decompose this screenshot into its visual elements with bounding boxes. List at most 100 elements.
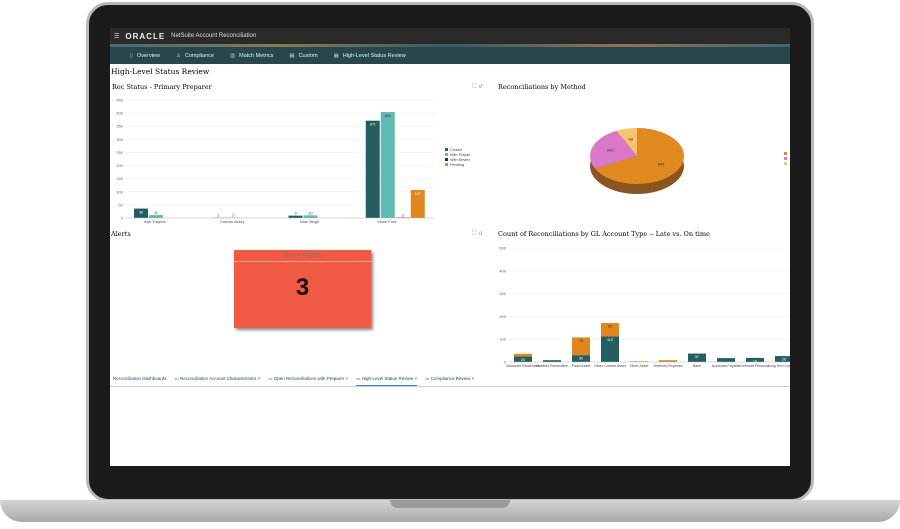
bar [365,120,380,218]
nav-high-level[interactable]: ▦ High-Level Status Review [333,52,406,59]
y-tick-label: 450 [116,98,123,103]
x-tick-label: Ann Traynor [144,219,166,224]
y-tick-label: 300 [499,291,506,296]
y-tick-label: 350 [116,124,123,129]
bar [149,215,163,218]
y-tick-label: 150 [116,176,123,181]
y-tick-label: 200 [116,163,123,168]
laptop-notch [390,500,510,508]
nav-match-metrics[interactable]: ▥ Match Metrics [229,52,274,59]
nav-overview[interactable]: ▯ Overview [130,52,160,59]
data-label: 36 [139,211,143,215]
bar [288,215,303,218]
y-tick-label: 400 [499,268,506,273]
data-label: 24 [521,358,525,362]
bar [775,356,790,362]
tab-reconciliation-dashboards[interactable]: Reconciliation Dashboards [113,376,167,381]
bar [226,217,241,218]
open-alerts-tile[interactable]: Open Alerts 3 [234,250,371,328]
page-title: High-Level Status Review [111,67,210,76]
bar [630,361,648,362]
data-label: 9 [294,212,296,216]
bar [380,112,395,218]
bar [601,323,619,337]
tab-compliance-review[interactable]: ▭ Compliance Review × [425,376,475,381]
expand-icon[interactable]: ⛶ ↺ [472,230,484,237]
pie-slice [595,128,684,184]
x-tick-label: Long Term Liabilities [768,364,790,368]
y-tick-label: 50 [119,202,124,207]
pie-slice [616,128,637,156]
y-tick-label: 100 [499,337,506,342]
gl-chart: 0 100 200 300 400 500 Accounts Receivable 24 Unb… [499,246,790,368]
bar [688,353,706,362]
data-label: 2 [402,213,404,217]
legend-swatch [445,158,448,161]
legend-swatch [445,153,448,156]
tab-account-characteristics[interactable]: ▭ Reconciliation Account Characteristics… [174,376,261,381]
y-tick-label: 400 [116,111,123,116]
bar [134,208,148,218]
expand-icon[interactable]: ⛶ ↺ [472,83,484,90]
y-tick-label: 500 [499,246,506,251]
bar [395,217,410,218]
data-label: 26 [782,358,786,362]
tab-high-level-status[interactable]: ▭ High-Level Status Review × [356,376,418,386]
legend-swatch [784,152,787,155]
rec-status-title: Rec Status - Primary Preparer [112,83,212,91]
x-tick-label: Conner Avery [220,219,244,224]
data-label: 18 [753,359,757,363]
bar [303,215,318,218]
gl-title: Count of Reconciliations by GL Account T… [498,230,710,238]
y-tick-label: 100 [116,189,123,194]
data-label: 107 [415,192,421,196]
bar [746,357,764,362]
data-label: 78 [579,339,583,343]
tab-open-reconciliations[interactable]: ▭ Open Reconciliations with Preparer × [268,376,349,381]
legend-swatch [445,163,448,166]
pie-label: 642 [658,162,665,167]
open-alerts-count: 3 [295,274,310,301]
x-tick-label: Nick Singh [300,219,319,224]
x-tick-label: Deferred Revenue [740,364,769,368]
menu-icon[interactable]: ☰ [114,33,120,40]
nav-compliance[interactable]: ♙ Compliance [175,52,214,59]
bar [601,336,619,362]
bottom-tabs: Reconciliation Dashboards ▭ Reconciliati… [110,376,790,387]
legend-label: Pending [450,163,464,167]
data-label: 371 [370,123,376,127]
by-method-title: Reconciliations by Method [498,83,586,91]
y-tick-label: 0 [504,360,507,365]
nav-custom[interactable]: ▦ Custom [289,52,318,59]
bar [543,360,561,362]
app-title: NetSuite Account Reconciliation [171,33,257,39]
bar [514,353,532,357]
data-label: 59 [608,325,612,329]
banner-stripe [110,44,790,47]
x-tick-label: Deferred Expense [654,364,683,368]
data-label: 112 [607,338,613,342]
x-tick-label: Bank [693,364,701,368]
bar [410,189,425,218]
metrics-icon: ▥ [229,52,236,59]
x-tick-label: Unbilled Receivable [536,364,568,368]
legend-swatch [784,157,787,160]
x-tick-label: Fixed Asset [572,364,591,368]
x-tick-label: Vince Ford [377,219,396,224]
pie-label: 242 [607,148,614,153]
overview-icon: ▯ [130,52,134,59]
pie-label: 68 [628,137,633,142]
bar [514,356,532,362]
y-tick-label: 0 [121,216,124,221]
legend-label: With Reviewer Level 1 [450,158,470,162]
compliance-icon: ♙ [175,52,181,59]
screen: ☰ ORACLE NetSuite Account Reconciliation… [110,28,790,466]
y-tick-label: 300 [116,137,123,142]
legend-swatch [445,148,448,151]
data-label: 10 [308,211,312,215]
legend-label: Closed [450,148,462,152]
data-label: 2 [232,213,234,217]
rec-status-chart: 0 50 100 150 200 250 300 350 400 450 Ann Traynor36… [116,98,470,225]
method-pie-chart: 642 242 68 [590,128,787,194]
data-label: 30 [579,357,583,361]
